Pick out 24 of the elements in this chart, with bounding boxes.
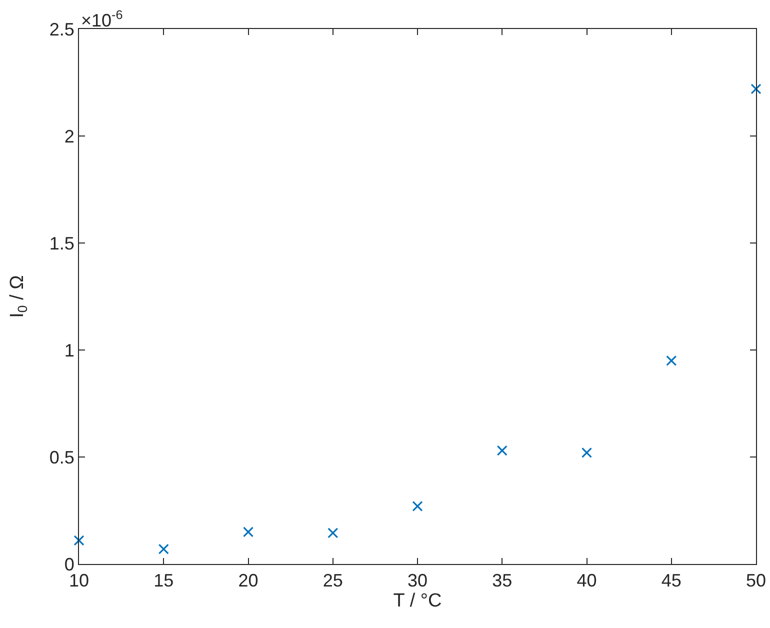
point — [242, 526, 254, 538]
x-tick-label: 25 — [322, 570, 343, 591]
point — [412, 500, 423, 512]
point — [328, 528, 338, 538]
point — [666, 355, 677, 366]
point — [496, 445, 508, 456]
point — [750, 84, 762, 94]
point — [581, 447, 592, 458]
x-axis-title: T / °C — [393, 590, 442, 612]
point — [74, 535, 84, 546]
y-tick-label: 1.5 — [49, 233, 74, 254]
x-tick-label: 50 — [746, 570, 766, 591]
x-tick-label: 20 — [238, 570, 258, 591]
y-tick-label: 0.5 — [49, 447, 74, 468]
y-tick-label: 2.5 — [49, 19, 74, 40]
x-tick-label: 40 — [576, 570, 597, 591]
x-tick-label: 15 — [154, 570, 174, 591]
x-tick-label: 30 — [407, 570, 428, 591]
point — [158, 544, 169, 554]
y-tick-label: 2 — [64, 126, 74, 146]
x-tick-label: 35 — [492, 570, 512, 591]
y-tick-label: 1 — [64, 340, 74, 360]
annotation: ×10$^{-6}$ — [81, 8, 123, 31]
x-tick-label: 45 — [661, 570, 682, 591]
